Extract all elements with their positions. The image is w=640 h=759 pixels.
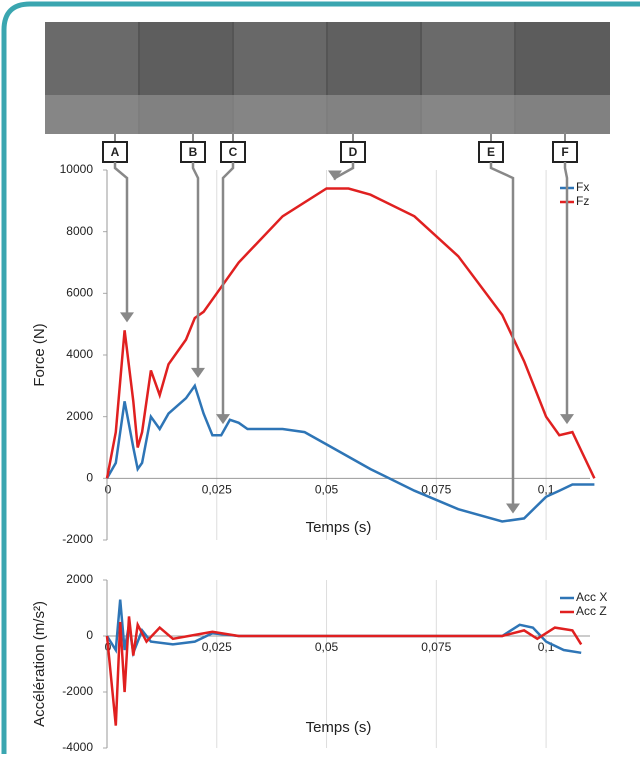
line [105, 187, 596, 479]
line [105, 616, 583, 726]
arrow [221, 162, 235, 417]
y-tick-label: 2000 [66, 572, 93, 586]
y-tick-label: 0 [86, 471, 93, 485]
x-tick-label: 0 [105, 483, 112, 497]
y-tick-label: 10000 [60, 162, 94, 176]
arrow-head [120, 312, 134, 323]
arrow-head [216, 414, 230, 425]
annotation-label: C [229, 145, 238, 159]
legend-label: Fz [576, 194, 589, 208]
y-tick-label: -4000 [62, 740, 93, 754]
y-tick-label: 2000 [66, 409, 93, 423]
arrow-head [191, 367, 205, 378]
y-tick-label: -2000 [62, 532, 93, 546]
x-tick-label: 0,05 [315, 640, 339, 654]
y-axis-label: Accélération (m/s²) [31, 601, 48, 727]
legend-label: Acc X [576, 590, 607, 604]
annotation-label: E [487, 145, 495, 159]
ground [45, 95, 610, 134]
x-tick-label: 0,025 [202, 640, 232, 654]
y-tick-label: -2000 [62, 684, 93, 698]
arrow-head [560, 414, 574, 425]
annotation-label: B [189, 145, 198, 159]
x-axis-label: Temps (s) [306, 519, 372, 536]
arrow-head [328, 170, 342, 181]
y-tick-label: 4000 [66, 347, 93, 361]
line [105, 599, 582, 658]
x-tick-label: 0,075 [421, 640, 451, 654]
x-tick-label: 0,1 [538, 483, 555, 497]
legend-label: Fx [576, 180, 589, 194]
line [105, 383, 595, 523]
arrow [489, 162, 515, 506]
photo-strip [45, 22, 610, 134]
y-tick-label: 6000 [66, 286, 93, 300]
annotation-label: D [349, 145, 358, 159]
x-axis-label: Temps (s) [306, 719, 372, 736]
y-tick-label: 8000 [66, 224, 93, 238]
x-tick-label: 0,075 [421, 483, 451, 497]
x-tick-label: 0,05 [315, 483, 339, 497]
legend-label: Acc Z [576, 604, 607, 618]
arrow [191, 162, 200, 370]
arrow [563, 162, 569, 417]
arrow [113, 162, 129, 315]
x-tick-label: 0,025 [202, 483, 232, 497]
annotation-label: A [111, 145, 120, 159]
annotation-label: F [561, 145, 568, 159]
arrow-head [506, 503, 520, 514]
y-tick-label: 0 [86, 628, 93, 642]
y-axis-label: Force (N) [31, 323, 48, 386]
